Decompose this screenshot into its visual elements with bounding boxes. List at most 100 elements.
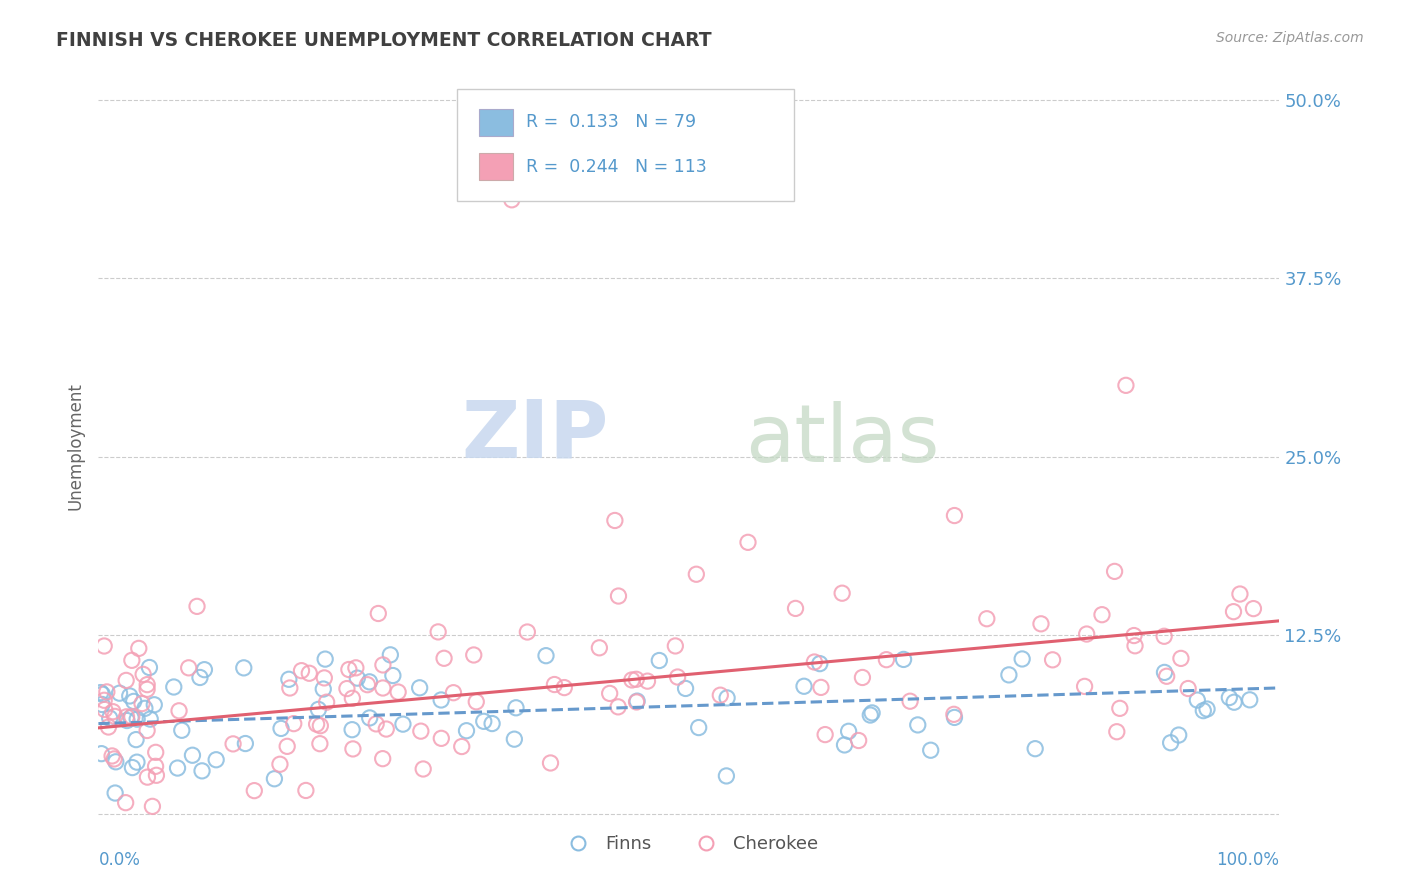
Point	[136, 723, 159, 738]
Point	[943, 508, 966, 523]
Point	[848, 733, 870, 747]
Point	[1156, 669, 1178, 683]
Point	[1192, 704, 1215, 718]
Point	[337, 663, 360, 677]
Text: atlas: atlas	[745, 401, 939, 479]
Point	[1042, 653, 1064, 667]
Point	[1177, 681, 1199, 696]
Point	[91, 687, 114, 701]
Point	[312, 681, 335, 696]
Point	[505, 700, 527, 714]
Point	[191, 764, 214, 778]
Point	[342, 691, 364, 706]
Text: 0.0%: 0.0%	[98, 851, 141, 869]
Point	[269, 757, 291, 772]
Point	[1223, 695, 1246, 709]
Point	[737, 535, 759, 549]
Point	[1104, 565, 1126, 579]
Point	[314, 652, 336, 666]
Point	[588, 640, 610, 655]
Point	[463, 648, 485, 662]
Point	[1239, 693, 1261, 707]
Point	[315, 695, 337, 709]
Point	[603, 514, 626, 528]
Point	[1076, 627, 1098, 641]
Point	[342, 742, 364, 756]
Point	[920, 743, 942, 757]
Point	[412, 762, 434, 776]
Point	[205, 753, 228, 767]
Point	[108, 686, 131, 700]
Point	[553, 681, 575, 695]
Point	[97, 720, 120, 734]
Point	[1218, 690, 1240, 705]
Point	[1222, 605, 1244, 619]
Point	[607, 589, 630, 603]
Point	[1091, 607, 1114, 622]
Point	[626, 694, 648, 708]
Point	[371, 681, 394, 695]
Point	[120, 710, 142, 724]
Point	[709, 688, 731, 702]
Point	[356, 678, 378, 692]
Point	[340, 723, 363, 737]
Point	[90, 685, 112, 699]
Point	[336, 681, 359, 696]
Point	[1123, 639, 1146, 653]
Point	[143, 698, 166, 712]
Point	[875, 653, 897, 667]
Point	[808, 657, 831, 671]
Point	[371, 752, 394, 766]
Point	[943, 710, 966, 724]
Point	[93, 639, 115, 653]
Point	[814, 728, 837, 742]
Point	[101, 705, 124, 719]
Point	[243, 783, 266, 797]
Point	[314, 671, 336, 685]
Point	[626, 673, 648, 687]
Point	[276, 739, 298, 754]
Point	[381, 668, 404, 682]
Text: R =  0.244   N = 113: R = 0.244 N = 113	[526, 158, 707, 176]
Point	[387, 685, 409, 699]
Point	[104, 786, 127, 800]
Point	[295, 783, 318, 797]
Point	[125, 732, 148, 747]
Point	[1153, 665, 1175, 680]
Point	[136, 678, 159, 692]
Point	[666, 670, 689, 684]
Point	[540, 756, 562, 770]
Point	[359, 674, 381, 689]
Point	[907, 718, 929, 732]
Point	[93, 693, 115, 707]
Point	[98, 711, 121, 725]
Point	[193, 663, 215, 677]
Point	[1229, 587, 1251, 601]
Point	[501, 193, 523, 207]
Text: FINNISH VS CHEROKEE UNEMPLOYMENT CORRELATION CHART: FINNISH VS CHEROKEE UNEMPLOYMENT CORRELA…	[56, 31, 711, 50]
Point	[427, 624, 450, 639]
Point	[834, 738, 856, 752]
Point	[166, 761, 188, 775]
Point	[942, 707, 965, 722]
Point	[675, 681, 697, 696]
Point	[433, 651, 456, 665]
Point	[664, 639, 686, 653]
Point	[685, 567, 707, 582]
Point	[456, 723, 478, 738]
Point	[716, 690, 738, 705]
Point	[141, 799, 163, 814]
Point	[118, 689, 141, 703]
Point	[481, 716, 503, 731]
Point	[803, 655, 825, 669]
Point	[1108, 701, 1130, 715]
Point	[367, 607, 389, 621]
Point	[1167, 728, 1189, 742]
Point	[104, 755, 127, 769]
Point	[278, 681, 301, 695]
Point	[1024, 741, 1046, 756]
Text: R =  0.133   N = 79: R = 0.133 N = 79	[526, 113, 696, 131]
Point	[366, 717, 388, 731]
Text: ZIP: ZIP	[461, 396, 609, 475]
Point	[472, 714, 495, 729]
